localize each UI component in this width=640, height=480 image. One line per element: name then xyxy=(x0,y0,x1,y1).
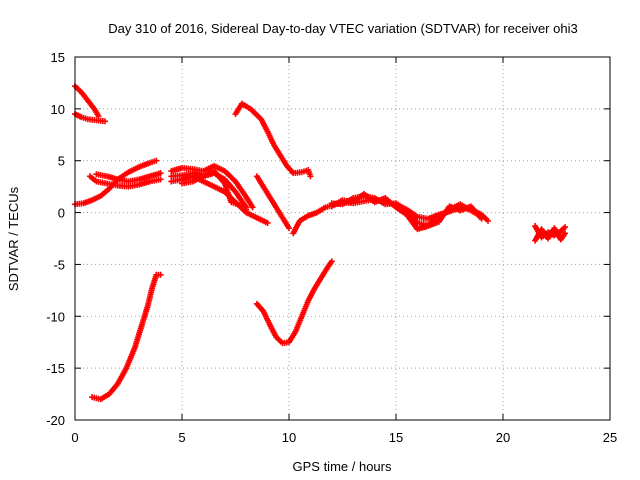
x-tick-label: 0 xyxy=(71,430,78,445)
y-tick-label: 5 xyxy=(58,154,65,169)
data-point xyxy=(157,170,164,177)
x-tick-label: 5 xyxy=(178,430,185,445)
series-arc-6 xyxy=(89,271,164,403)
data-series xyxy=(72,83,569,403)
data-point xyxy=(249,204,256,211)
series-arc-4 xyxy=(86,173,164,190)
y-tick-label: -20 xyxy=(46,413,65,428)
data-point xyxy=(328,258,335,265)
series-arc-12 xyxy=(232,100,314,180)
data-point xyxy=(243,206,250,213)
series-arc-15 xyxy=(328,190,485,233)
data-point xyxy=(286,225,292,232)
series-arc-5 xyxy=(93,170,164,185)
series-arc-2 xyxy=(72,111,108,125)
series-arc-10 xyxy=(179,168,250,213)
y-tick-label: 15 xyxy=(51,50,65,65)
y-tick-label: 10 xyxy=(51,102,65,117)
axis-ticks: 0 5 10 15 20 25 -20 -15 -10 -5 0 5 10 15 xyxy=(46,50,617,445)
y-tick-label: 0 xyxy=(58,206,65,221)
data-point xyxy=(101,118,108,125)
x-tick-label: 20 xyxy=(496,430,510,445)
y-tick-label: -5 xyxy=(53,257,65,272)
y-tick-label: -15 xyxy=(46,361,65,376)
data-point xyxy=(485,217,492,224)
grid xyxy=(75,57,610,420)
series-arc-18 xyxy=(532,225,569,244)
data-point xyxy=(478,215,485,222)
x-tick-label: 25 xyxy=(603,430,617,445)
data-point xyxy=(264,219,271,226)
y-axis-label: SDTVAR / TECUs xyxy=(6,186,21,291)
y-tick-label: -10 xyxy=(46,309,65,324)
series-arc-11 xyxy=(253,173,292,232)
chart-title: Day 310 of 2016, Sidereal Day-to-day VTE… xyxy=(108,21,577,36)
series-arc-3 xyxy=(72,157,160,208)
data-point xyxy=(562,224,569,231)
data-point xyxy=(562,230,569,237)
x-tick-label: 15 xyxy=(389,430,403,445)
series-arc-16 xyxy=(253,258,335,347)
x-axis-label: GPS time / hours xyxy=(293,459,392,474)
x-tick-label: 10 xyxy=(282,430,296,445)
data-point xyxy=(157,271,164,278)
data-point xyxy=(307,173,314,180)
series-arc-1 xyxy=(72,83,102,120)
data-point xyxy=(153,157,160,164)
data-point xyxy=(157,176,164,183)
plot-frame xyxy=(74,56,611,421)
